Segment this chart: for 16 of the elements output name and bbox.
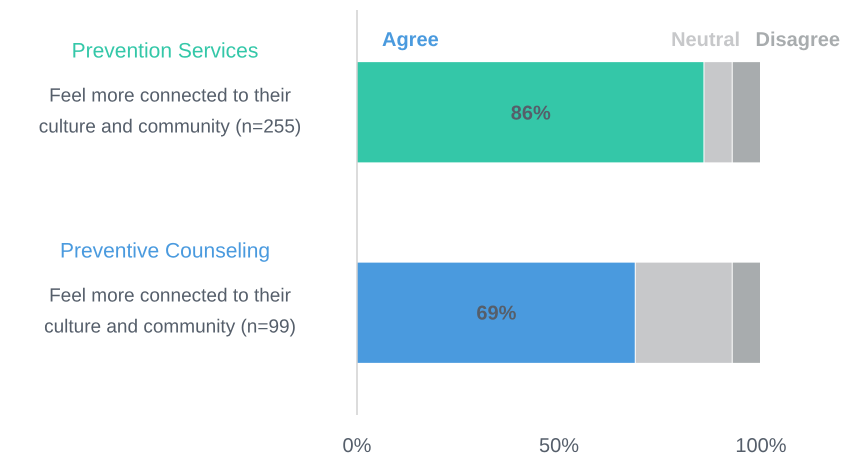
y-tick-label: Prevention Services Feel more connected to their culture and community (n=255) [38, 39, 302, 138]
data-label: 86% [510, 102, 551, 124]
series-label: Neutral [671, 29, 740, 51]
x-tick-label: 50% [538, 435, 580, 457]
x-tick-label: 100% [735, 435, 787, 457]
series-label: Disagree [756, 29, 840, 51]
bar [732, 62, 760, 162]
bar [732, 262, 760, 363]
bar [636, 262, 732, 363]
bar [357, 262, 635, 363]
data-label: 69% [476, 302, 517, 325]
series-label: Agree [382, 29, 439, 51]
bar [357, 62, 704, 162]
y-tick-label: Preventive Counseling Feel more connected to their culture and community (n=99) [44, 240, 296, 338]
bar [704, 62, 732, 162]
x-tick-label: 0% [342, 435, 372, 457]
